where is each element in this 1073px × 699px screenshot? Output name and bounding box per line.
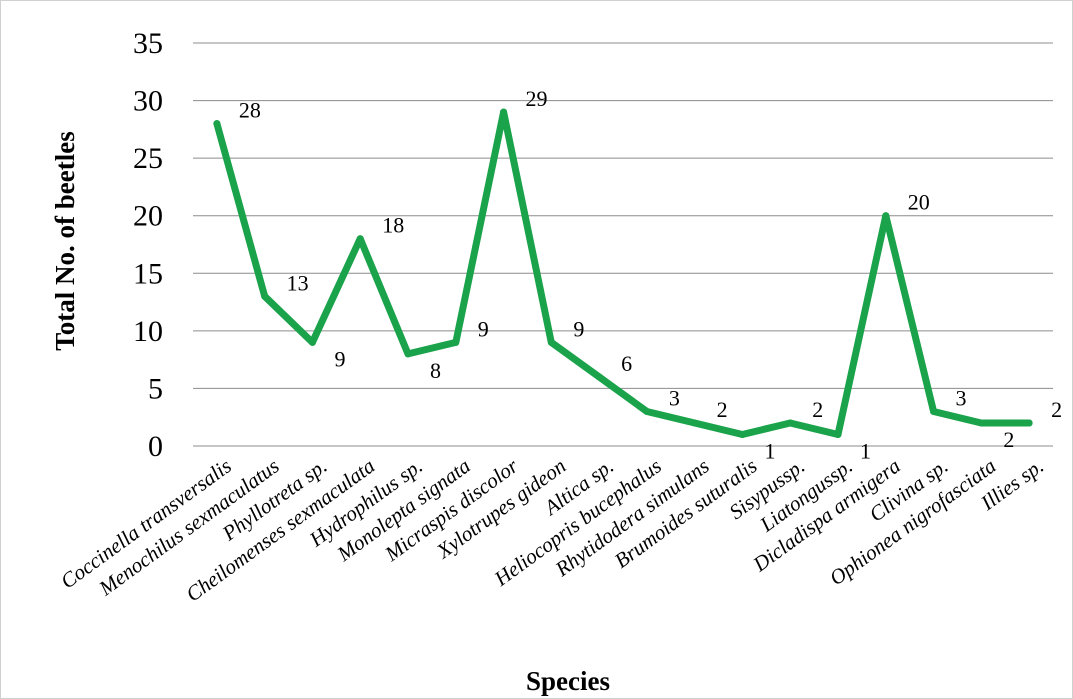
series-line-layer [213, 108, 1033, 438]
y-tick-label: 30 [133, 85, 163, 118]
y-tick-label: 10 [133, 315, 163, 348]
data-label: 18 [382, 213, 404, 238]
data-labels: 28 13 9 18 8 9 29 9 6 3 2 1 2 1 20 3 2 2 [239, 86, 1062, 463]
data-label: 8 [430, 358, 441, 383]
series-line [213, 108, 1033, 438]
data-label: 2 [717, 397, 728, 422]
data-label: 9 [334, 346, 345, 371]
data-label: 9 [478, 316, 489, 341]
data-label: 2 [1003, 427, 1014, 452]
data-label: 3 [669, 385, 680, 410]
data-point [1025, 419, 1033, 427]
data-point [261, 292, 269, 300]
x-axis-title: Species [526, 666, 610, 696]
data-label: 2 [812, 397, 823, 422]
y-tick-label: 5 [148, 372, 163, 405]
y-axis-ticks: 0 5 10 15 20 25 30 35 [133, 27, 163, 463]
data-point [786, 419, 794, 427]
data-point [452, 338, 460, 346]
data-point [691, 419, 699, 427]
data-point [308, 338, 316, 346]
data-point [882, 212, 890, 220]
data-label: 9 [573, 316, 584, 341]
y-tick-label: 15 [133, 257, 163, 290]
gridlines [193, 42, 1053, 447]
data-label: 6 [621, 351, 632, 376]
data-label: 13 [287, 270, 309, 295]
data-point [404, 350, 412, 358]
y-tick-label: 20 [133, 200, 163, 233]
data-point [500, 108, 508, 116]
data-point [356, 235, 364, 243]
y-tick-label: 0 [148, 430, 163, 463]
y-tick-label: 25 [133, 142, 163, 175]
y-tick-label: 35 [133, 27, 163, 60]
data-point [213, 120, 221, 128]
data-point [595, 373, 603, 381]
data-label: 20 [908, 190, 930, 215]
data-label: 1 [764, 438, 775, 463]
data-point [738, 430, 746, 438]
data-label: 3 [956, 385, 967, 410]
y-axis-title: Total No. of beetles [50, 131, 80, 350]
data-point [930, 407, 938, 415]
data-label: 29 [526, 86, 548, 111]
data-point [643, 407, 651, 415]
data-label: 1 [860, 438, 871, 463]
data-point [547, 338, 555, 346]
data-label: 2 [1051, 397, 1062, 422]
data-point [977, 419, 985, 427]
data-label: 28 [239, 98, 261, 123]
data-point [834, 430, 842, 438]
